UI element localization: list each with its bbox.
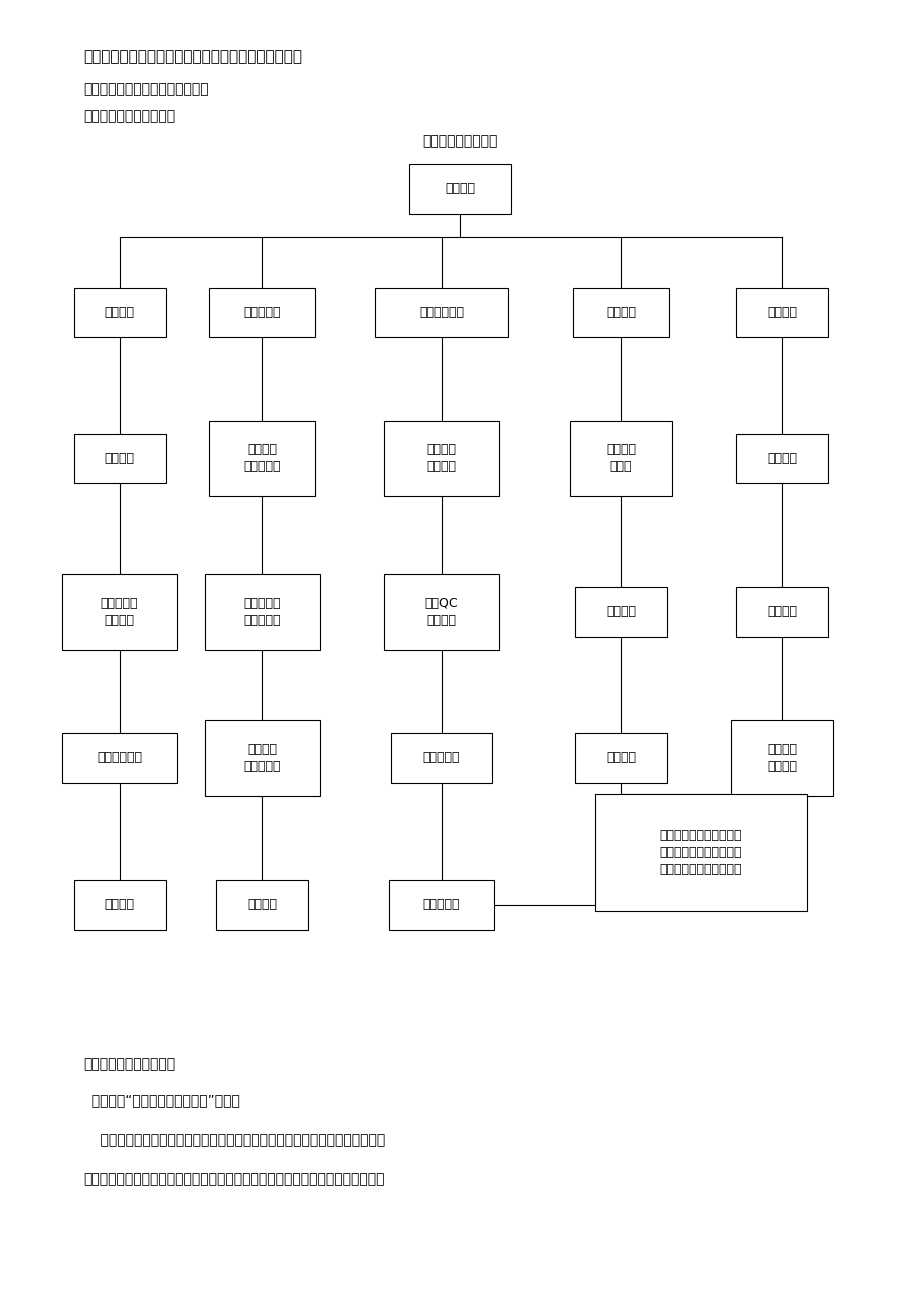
Text: 方针计划: 方针计划: [105, 306, 134, 319]
Text: 一、坚持“质量第一，用户满意”的原则: 一、坚持“质量第一，用户满意”的原则: [83, 1094, 240, 1108]
FancyBboxPatch shape: [735, 288, 827, 337]
FancyBboxPatch shape: [570, 421, 671, 496]
Text: 收集反馈: 收集反馈: [766, 605, 796, 618]
FancyBboxPatch shape: [595, 794, 806, 911]
FancyBboxPatch shape: [62, 574, 177, 650]
Text: 生产经理: 生产经理: [247, 898, 277, 911]
Text: 每周举行现场质量交流会
落实管理作业层责任制，
加强自检、互检、专检制: 每周举行现场质量交流会 落实管理作业层责任制， 加强自检、互检、专检制: [659, 829, 742, 876]
FancyBboxPatch shape: [391, 733, 492, 783]
FancyBboxPatch shape: [409, 164, 510, 214]
FancyBboxPatch shape: [204, 720, 320, 796]
Text: 质量责任制: 质量责任制: [244, 306, 280, 319]
FancyBboxPatch shape: [389, 880, 494, 930]
Text: 基站铁塔塔基、机房项目确保工程质量的技术组织措施: 基站铁塔塔基、机房项目确保工程质量的技术组织措施: [83, 49, 301, 65]
FancyBboxPatch shape: [574, 587, 666, 637]
FancyBboxPatch shape: [384, 574, 498, 650]
FancyBboxPatch shape: [210, 421, 314, 496]
Text: 质量管理活动: 质量管理活动: [419, 306, 463, 319]
Text: 抓全过程
质量管理: 抓全过程 质量管理: [426, 443, 456, 474]
FancyBboxPatch shape: [735, 434, 827, 483]
FancyBboxPatch shape: [210, 288, 314, 337]
Text: 创优工程: 创优工程: [105, 452, 134, 465]
Text: 第一节、质量保证体系及控制流程: 第一节、质量保证体系及控制流程: [83, 82, 209, 96]
Text: 各专业班组: 各专业班组: [423, 898, 460, 911]
Text: 坚持工序前
的质量交底: 坚持工序前 的质量交底: [244, 596, 280, 628]
Text: 管理过程
分析与控制: 管理过程 分析与控制: [244, 742, 280, 773]
Text: 第二节、质量控制的原则: 第二节、质量控制的原则: [83, 1057, 175, 1072]
Text: 质量三步
检查制: 质量三步 检查制: [606, 443, 635, 474]
FancyBboxPatch shape: [74, 880, 165, 930]
FancyBboxPatch shape: [204, 574, 320, 650]
Text: 监督与控制: 监督与控制: [423, 751, 460, 764]
Text: 质量提出的意见或建议，在质量面前，监理和业主具有一票否决权，任何工作均以: 质量提出的意见或建议，在质量面前，监理和业主具有一票否决权，任何工作均以: [83, 1172, 384, 1186]
Text: 在工程施工过程中，我公司将始终以合同、标准为重，重视业主及监理对工程: 在工程施工过程中，我公司将始终以合同、标准为重，重视业主及监理对工程: [83, 1133, 385, 1147]
Text: 开展QC
质量管理: 开展QC 质量管理: [425, 596, 458, 628]
Text: 加强三检: 加强三检: [606, 605, 635, 618]
FancyBboxPatch shape: [74, 288, 165, 337]
Text: 检查制度: 检查制度: [606, 306, 635, 319]
Text: 信息分析
做好台帐: 信息分析 做好台帐: [766, 742, 796, 773]
FancyBboxPatch shape: [216, 880, 308, 930]
FancyBboxPatch shape: [731, 720, 832, 796]
Text: 部门管理
措施的落实: 部门管理 措施的落实: [244, 443, 280, 474]
Text: 质量信息: 质量信息: [766, 306, 796, 319]
Text: 结果分析: 结果分析: [606, 751, 635, 764]
Text: 竣工一次通过: 竣工一次通过: [97, 751, 142, 764]
FancyBboxPatch shape: [384, 421, 498, 496]
FancyBboxPatch shape: [572, 288, 669, 337]
FancyBboxPatch shape: [574, 733, 666, 783]
Text: 项目经理: 项目经理: [105, 898, 134, 911]
FancyBboxPatch shape: [74, 434, 165, 483]
Text: 收集分析: 收集分析: [766, 452, 796, 465]
FancyBboxPatch shape: [735, 587, 827, 637]
Text: 技术主管: 技术主管: [445, 182, 474, 195]
FancyBboxPatch shape: [62, 733, 177, 783]
Text: 一、质量保证体系运行图: 一、质量保证体系运行图: [83, 109, 175, 124]
FancyBboxPatch shape: [375, 288, 508, 337]
Text: 质量保证体系运行图: 质量保证体系运行图: [422, 134, 497, 148]
Text: 保证预埋管
一次成活: 保证预埋管 一次成活: [101, 596, 138, 628]
